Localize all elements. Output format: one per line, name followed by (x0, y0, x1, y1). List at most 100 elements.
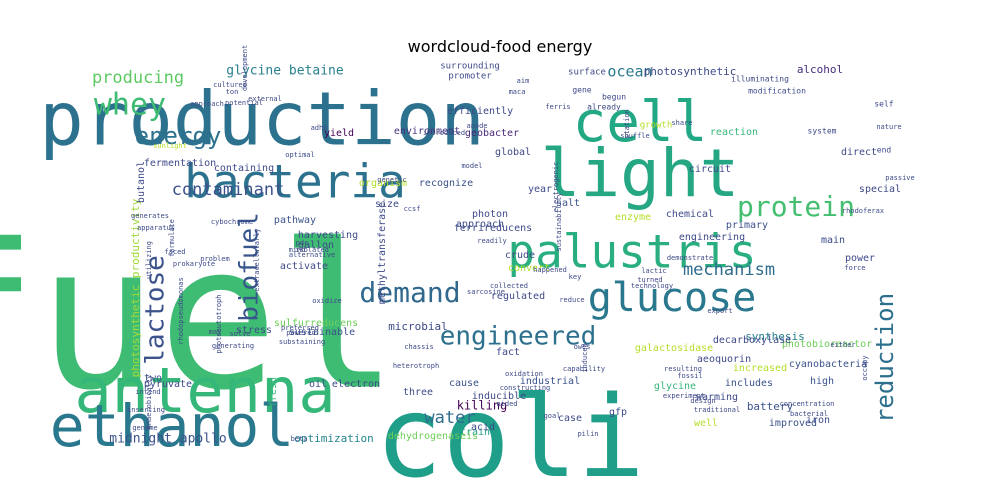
word-147: pdc (296, 239, 309, 247)
word-75: fresh (268, 377, 279, 407)
word-137: readily (477, 237, 507, 245)
word-66: approach (456, 219, 504, 230)
word-47: cause (449, 378, 479, 389)
word-97: reaction (710, 127, 758, 138)
word-188: beta (291, 435, 308, 443)
word-102: gene (572, 86, 591, 95)
word-96: circuit (689, 164, 731, 175)
word-21: producing (92, 68, 184, 88)
word-190: reduce (559, 296, 584, 304)
word-67: efficiently (447, 106, 513, 117)
word-173: apparatus (137, 224, 175, 232)
word-140: chassis (404, 343, 434, 351)
word-33: environment (394, 126, 460, 137)
word-100: surrounding (440, 62, 500, 72)
word-89: case (558, 413, 582, 424)
word-99: surface (568, 68, 606, 78)
word-153: adhb (311, 124, 328, 132)
word-90: inducible (472, 391, 526, 402)
word-145: isolated (295, 246, 329, 254)
word-15: biofuel (235, 212, 265, 322)
word-142: powered (286, 329, 316, 337)
word-79: engineering (679, 232, 745, 243)
word-181: solve (229, 330, 250, 338)
word-107: system (808, 127, 837, 136)
word-124: turned (637, 276, 662, 284)
word-36: enzyme (615, 212, 651, 223)
word-73: electron (332, 379, 380, 390)
word-14: lactose (141, 255, 171, 365)
word-112: force (844, 264, 865, 272)
word-71: pyruvate (144, 379, 192, 390)
word-16: reduction (871, 293, 899, 423)
word-83: power (845, 253, 875, 264)
word-29: synthesis (745, 330, 805, 343)
word-135: happened (533, 266, 567, 274)
word-104: already (587, 103, 621, 112)
word-31: photosynthetic productivity (129, 198, 142, 377)
word-146: mind (289, 246, 306, 254)
word-110: passive (885, 174, 915, 182)
word-139: heterotroph (393, 362, 439, 370)
word-103: begun (602, 93, 626, 102)
word-8: palustris (507, 225, 756, 279)
word-184: intend (135, 388, 160, 396)
word-108: self (874, 100, 893, 109)
word-143: preferred (281, 324, 319, 332)
word-95: global (495, 147, 531, 158)
word-113: either (830, 341, 855, 349)
word-57: aeoquorin (697, 354, 751, 365)
word-39: strain (454, 427, 490, 438)
word-126: key (569, 273, 582, 281)
word-157: aim (517, 77, 530, 85)
word-117: design (690, 397, 715, 405)
word-116: traditional (694, 406, 740, 414)
word-150: model (461, 162, 482, 170)
word-162: occupy (861, 355, 869, 380)
word-17: energy (135, 122, 222, 150)
word-2: production (39, 77, 485, 163)
word-37: chemical (666, 209, 714, 220)
word-64: convert (508, 263, 550, 274)
word-149: genetic (377, 176, 407, 184)
word-62: salt (556, 198, 580, 209)
word-28: battery (747, 400, 794, 413)
word-22: ocean (607, 63, 652, 81)
word-177: utilizing (145, 241, 153, 279)
word-45: sustainable (289, 327, 355, 338)
word-176: prokaryote (173, 260, 215, 268)
word-159: shuffle (620, 132, 650, 140)
word-165: ton (226, 88, 239, 96)
word-85: iron (806, 415, 830, 426)
word-38: high (810, 376, 834, 387)
word-174: faced (164, 248, 185, 256)
word-53: methyltransferase (377, 202, 388, 304)
word-114: concentration (780, 400, 835, 408)
word-127: owes (574, 343, 591, 351)
word-166: approach (190, 100, 224, 108)
word-25: killing (457, 399, 508, 413)
word-134: oxidation (505, 370, 543, 378)
word-59: includes (725, 378, 773, 389)
word-161: nature (876, 123, 901, 131)
word-54: sulfurreducens (274, 318, 358, 329)
word-84: main (821, 235, 845, 246)
word-44: harvesting (298, 230, 358, 241)
word-192: sustainability (555, 192, 563, 251)
word-106: modification (748, 87, 806, 96)
word-98: growth (640, 121, 673, 131)
word-18: mechanism (683, 260, 775, 280)
word-81: special (859, 184, 901, 195)
word-40: pathway (274, 215, 316, 226)
word-168: sunlight (153, 142, 187, 150)
word-23: midnight apollo (109, 432, 226, 447)
word-56: decarboxylase (713, 335, 791, 346)
word-122: demonstrate (667, 254, 713, 262)
word-32: microbial (388, 320, 448, 333)
word-129: capability (563, 365, 605, 373)
word-72: two (144, 373, 162, 384)
word-187: genome (132, 424, 157, 432)
word-152: introduced (423, 129, 465, 137)
